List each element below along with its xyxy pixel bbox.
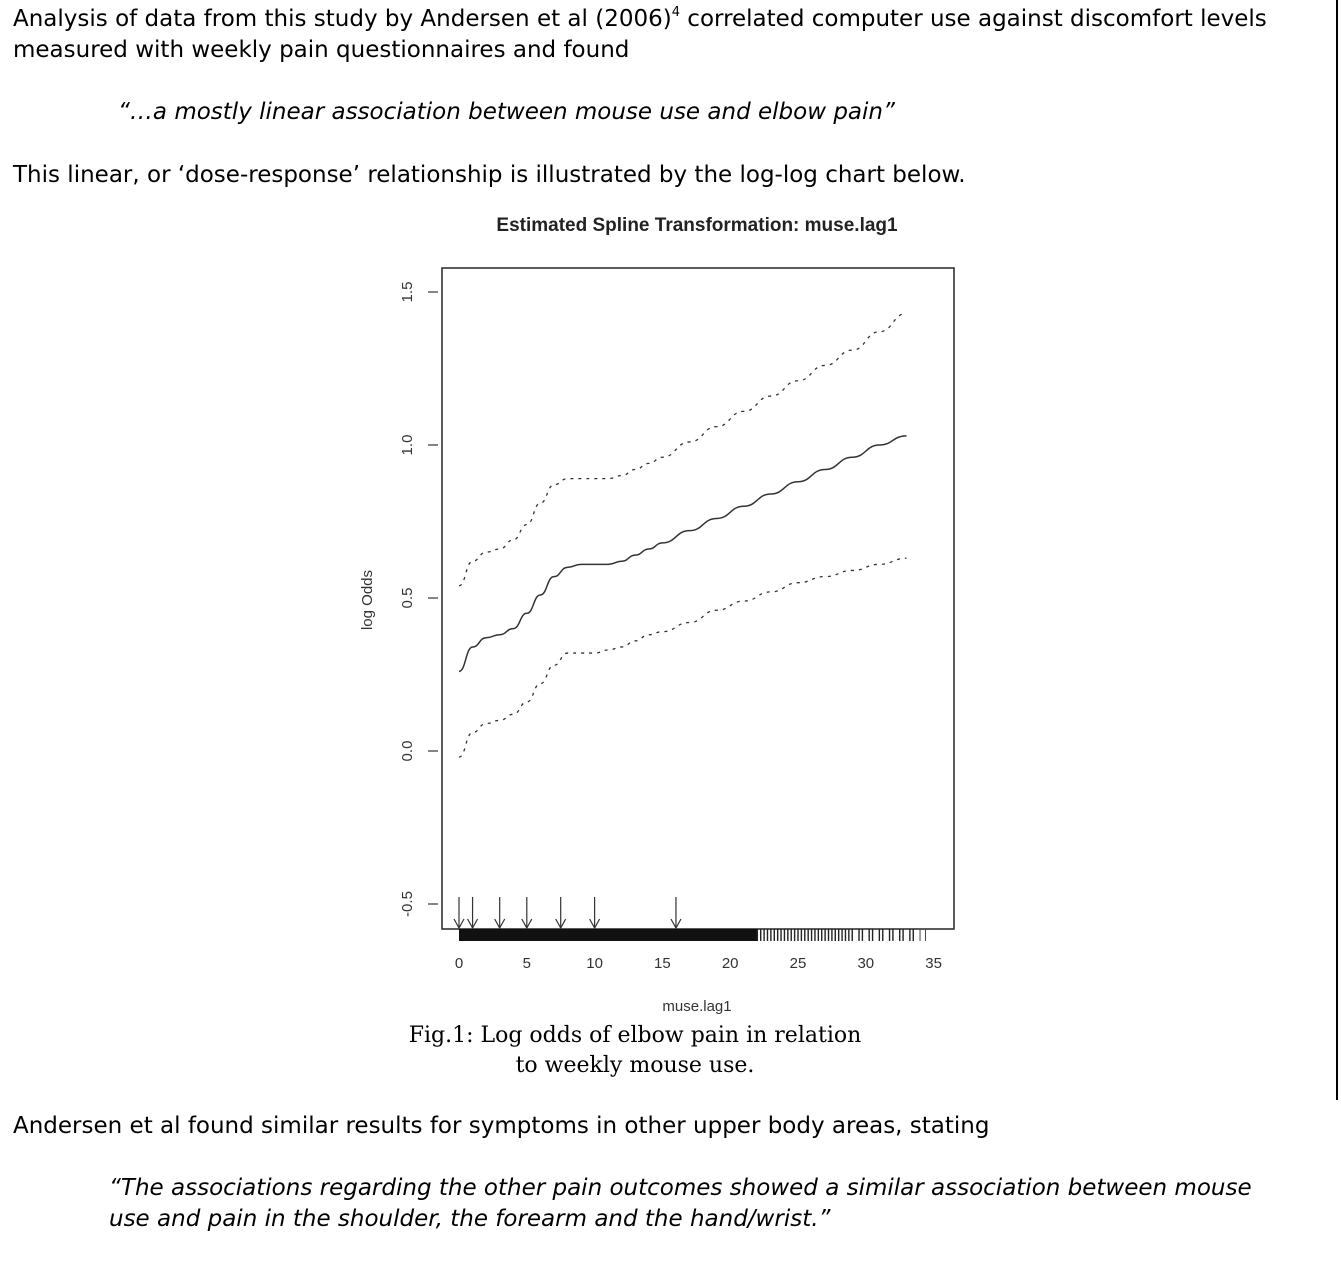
knot-arrow-head — [453, 918, 465, 930]
intro-line-2: measured with weekly pain questionnaires… — [13, 37, 630, 63]
y-tick-label: 1.0 — [399, 435, 416, 456]
x-tick-label: 25 — [790, 955, 807, 972]
knot-arrow-head — [555, 918, 567, 930]
chart-title: Estimated Spline Transformation: muse.la… — [496, 215, 898, 236]
figure-caption-line-2: to weekly mouse use. — [515, 1053, 755, 1078]
pain-quote-line-2: use and pain in the shoulder, the forear… — [109, 1206, 831, 1232]
y-axis-label: log Odds — [359, 570, 376, 630]
intro-text-1: Analysis of data from this study by Ande… — [13, 6, 672, 32]
rug-dense — [459, 929, 758, 941]
similar-results-paragraph: Andersen et al found similar results for… — [13, 1113, 990, 1139]
intro-paragraph: Analysis of data from this study by Ande… — [13, 4, 1267, 66]
dose-response-paragraph: This linear, or ‘dose-response’ relation… — [13, 162, 966, 188]
knot-arrow-head — [521, 918, 533, 930]
figure-caption-line-1: Fig.1: Log odds of elbow pain in relatio… — [408, 1023, 862, 1048]
spline-chart: Estimated Spline Transformation: muse.la… — [359, 215, 955, 1015]
intro-text-2: correlated computer use against discomfo… — [679, 6, 1267, 32]
y-tick-label: 0.0 — [399, 741, 416, 762]
x-tick-label: 0 — [455, 955, 463, 972]
knot-arrow-head — [467, 918, 479, 930]
x-tick-label: 20 — [722, 955, 739, 972]
x-tick-label: 5 — [523, 955, 531, 972]
estimate-line — [458, 435, 907, 673]
x-axis-label: muse.lag1 — [662, 998, 731, 1015]
page-right-border — [1336, 0, 1338, 1100]
confidence-band-line — [458, 557, 907, 758]
confidence-band-line — [458, 312, 907, 587]
knot-arrow-head — [589, 918, 601, 930]
y-tick-label: -0.5 — [399, 891, 416, 917]
y-tick-label: 0.5 — [399, 588, 416, 609]
x-tick-label: 10 — [586, 955, 603, 972]
pain-quote-line-1: “The associations regarding the other pa… — [109, 1175, 1252, 1201]
knot-arrow-head — [670, 918, 682, 930]
intro-line-1: Analysis of data from this study by Ande… — [13, 4, 1267, 35]
x-tick-label: 15 — [654, 955, 671, 972]
plot-frame — [441, 267, 955, 930]
pain-outcomes-quote: “The associations regarding the other pa… — [109, 1173, 1252, 1235]
x-tick-label: 30 — [857, 955, 874, 972]
y-tick-label: 1.5 — [399, 282, 416, 303]
reference-superscript: 4 — [671, 5, 680, 20]
knot-arrow-head — [494, 918, 506, 930]
elbow-quote: “…a mostly linear association between mo… — [118, 99, 895, 125]
x-tick-label: 35 — [925, 955, 942, 972]
